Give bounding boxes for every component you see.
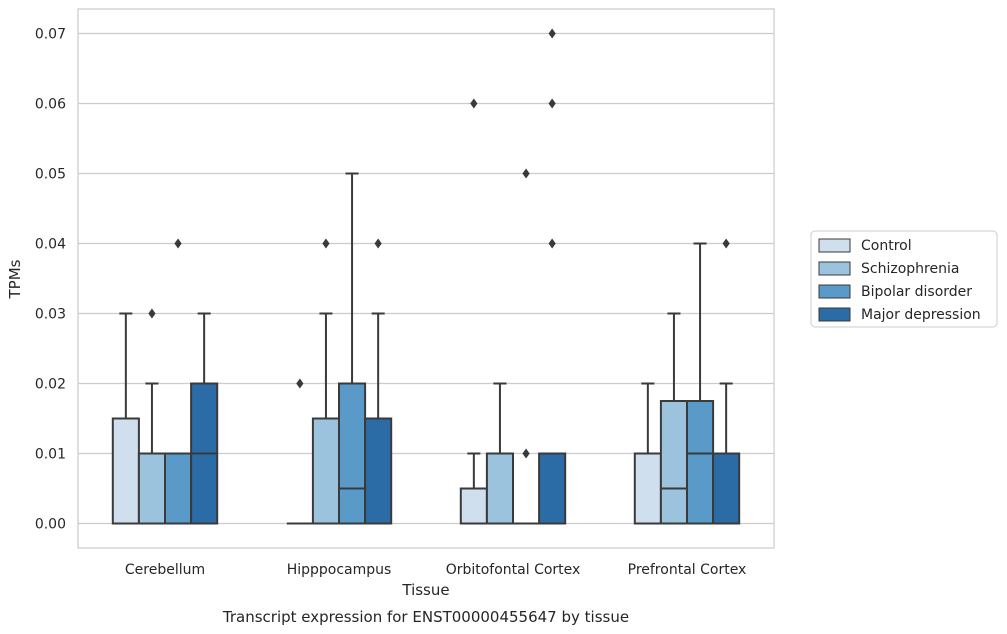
y-axis-label: TPMs (6, 259, 24, 299)
legend-label: Major depression (861, 307, 981, 323)
outlier-point (374, 238, 382, 249)
outlier-point (470, 98, 478, 109)
legend-swatch (818, 307, 851, 322)
outlier-point (148, 308, 156, 319)
box-1-0 (286, 378, 313, 525)
x-tick-label: Hipppocampus (287, 562, 392, 578)
y-axis-ticks: 0.00 0.01 0.02 0.03 0.04 0.05 0.06 0.07 (35, 27, 66, 533)
box-iqr (633, 452, 662, 525)
outlier-point (174, 238, 182, 249)
legend-frame (810, 230, 998, 328)
box-2-0 (459, 98, 488, 525)
legend-swatch (818, 238, 851, 253)
box-iqr (164, 452, 193, 525)
box-3-2 (686, 242, 715, 525)
box-2-2 (513, 168, 540, 525)
legend: Control Schizophrenia Bipolar disorder Majo… (810, 230, 998, 328)
box-2-3 (538, 28, 567, 525)
box-series (111, 28, 741, 525)
legend-label: Control (861, 238, 912, 254)
x-axis-label: Tissue (401, 581, 449, 599)
y-tick-label: 0.06 (35, 97, 66, 113)
box-iqr (459, 487, 488, 525)
box-1-2 (338, 172, 367, 525)
y-tick-label: 0.02 (35, 377, 66, 393)
box-iqr (659, 400, 689, 525)
outlier-point (522, 168, 530, 179)
x-tick-label: Prefrontal Cortex (628, 562, 747, 578)
outlier-point (522, 448, 530, 459)
chart-caption: Transcript expression for ENST0000045564… (222, 608, 629, 626)
y-tick-label: 0.04 (35, 237, 66, 253)
x-tick-label: Orbitofontal Cortex (446, 562, 581, 578)
box-3-0 (633, 382, 662, 525)
box-iqr (538, 452, 567, 525)
y-tick-label: 0.00 (35, 517, 66, 533)
y-tick-label: 0.03 (35, 307, 66, 323)
x-axis-ticks: Cerebellum Hipppocampus Orbitofontal Corte… (125, 562, 746, 578)
box-0-0 (111, 312, 140, 525)
box-iqr (485, 452, 514, 525)
box-0-1 (137, 308, 166, 525)
box-0-2 (164, 238, 193, 525)
outlier-point (322, 238, 330, 249)
outlier-point (722, 238, 730, 249)
legend-label: Bipolar disorder (861, 284, 972, 300)
box-iqr (111, 417, 140, 525)
box-3-3 (712, 238, 741, 525)
legend-swatch (818, 261, 851, 276)
y-tick-label: 0.05 (35, 167, 66, 183)
box-0-3 (190, 312, 219, 525)
box-iqr (712, 452, 741, 525)
x-tick-label: Cerebellum (125, 562, 205, 578)
legend-label: Schizophrenia (861, 261, 959, 277)
legend-swatch (818, 284, 851, 299)
box-iqr (311, 417, 340, 525)
plot-frame (77, 8, 775, 549)
box-iqr (137, 452, 166, 525)
box-iqr (364, 417, 393, 525)
outlier-point (548, 98, 556, 109)
outlier-point (548, 238, 556, 249)
y-tick-label: 0.07 (35, 27, 66, 43)
box-iqr (338, 382, 367, 525)
y-tick-label: 0.01 (35, 447, 66, 463)
box-1-3 (364, 238, 393, 525)
box-1-1 (311, 238, 340, 525)
outlier-point (296, 378, 304, 389)
box-2-1 (485, 382, 514, 525)
box-3-1 (659, 312, 689, 525)
box-iqr (686, 400, 715, 525)
outlier-point (548, 28, 556, 39)
